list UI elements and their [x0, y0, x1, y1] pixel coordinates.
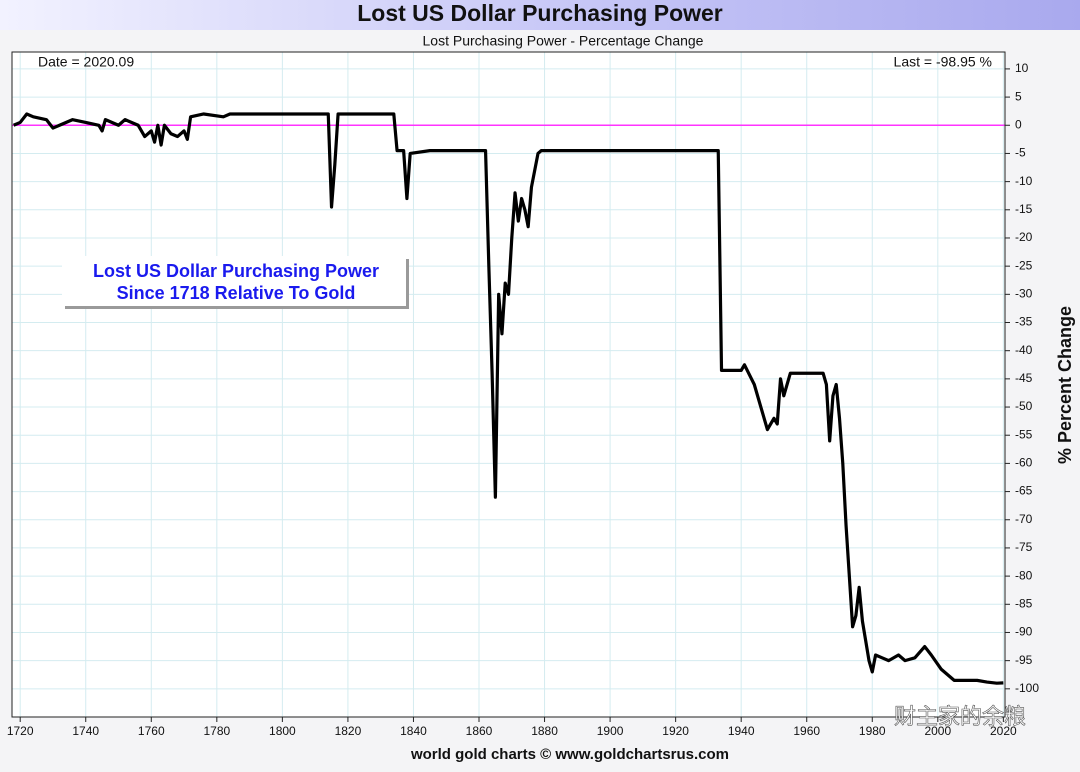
- x-tick-label: 1740: [72, 724, 99, 738]
- y-tick-label: -55: [1015, 427, 1033, 441]
- y-tick-label: -35: [1015, 315, 1033, 329]
- plot-area: [12, 52, 1005, 717]
- y-axis-label: % Percent Change: [1055, 306, 1075, 464]
- x-tick-label: 1720: [7, 724, 34, 738]
- chart-title: Lost US Dollar Purchasing Power: [357, 0, 723, 26]
- x-tick-label: 1860: [466, 724, 493, 738]
- last-note: Last = -98.95 %: [894, 54, 992, 70]
- x-tick-label: 2020: [990, 724, 1017, 738]
- footer: world gold charts © www.goldchartsrus.co…: [410, 746, 729, 763]
- x-tick-label: 1940: [728, 724, 755, 738]
- x-tick-label: 1980: [859, 724, 886, 738]
- date-note: Date = 2020.09: [38, 54, 134, 70]
- box-text: Lost US Dollar Purchasing Power: [93, 261, 379, 281]
- y-tick-label: -25: [1015, 258, 1033, 272]
- y-tick-label: -40: [1015, 343, 1033, 357]
- x-tick-label: 1920: [662, 724, 689, 738]
- x-tick-label: 1840: [400, 724, 427, 738]
- box: [62, 256, 406, 306]
- x-tick-label: 1800: [269, 724, 296, 738]
- y-tick-label: 5: [1015, 89, 1022, 103]
- y-tick-label: -5: [1015, 146, 1026, 160]
- x-tick-label: 1880: [531, 724, 558, 738]
- plot-frame: [11, 51, 1006, 718]
- data-line: [13, 112, 1004, 685]
- y-tick-label: -50: [1015, 399, 1033, 413]
- y-tick-label: -75: [1015, 540, 1033, 554]
- x-tick-label: 1900: [597, 724, 624, 738]
- y-tick-label: -95: [1015, 653, 1033, 667]
- y-tick-label: 10: [1015, 61, 1029, 75]
- chart-subtitle: Lost Purchasing Power - Percentage Chang…: [423, 33, 704, 49]
- y-tick-label: 0: [1015, 117, 1022, 131]
- y-tick-label: -60: [1015, 456, 1033, 470]
- y-tick-label: -90: [1015, 625, 1033, 639]
- y-tick-label: -10: [1015, 174, 1033, 188]
- x-tick-label: 1780: [203, 724, 230, 738]
- y-tick-label: -85: [1015, 596, 1033, 610]
- y-tick-label: -100: [1015, 681, 1039, 695]
- y-tick-label: -15: [1015, 202, 1033, 216]
- title-band: [0, 0, 1080, 30]
- box-text: Since 1718 Relative To Gold: [117, 283, 356, 303]
- x-tick-label: 2000: [924, 724, 951, 738]
- y-tick-label: -80: [1015, 568, 1033, 582]
- x-tick-label: 1820: [335, 724, 362, 738]
- y-tick-label: -65: [1015, 484, 1033, 498]
- y-tick-label: -20: [1015, 230, 1033, 244]
- x-tick-label: 1960: [793, 724, 820, 738]
- y-tick-label: -70: [1015, 512, 1033, 526]
- watermark: 财主家的余粮: [894, 704, 1026, 729]
- x-tick-label: 1760: [138, 724, 165, 738]
- y-tick-label: -45: [1015, 371, 1033, 385]
- y-tick-label: -30: [1015, 287, 1033, 301]
